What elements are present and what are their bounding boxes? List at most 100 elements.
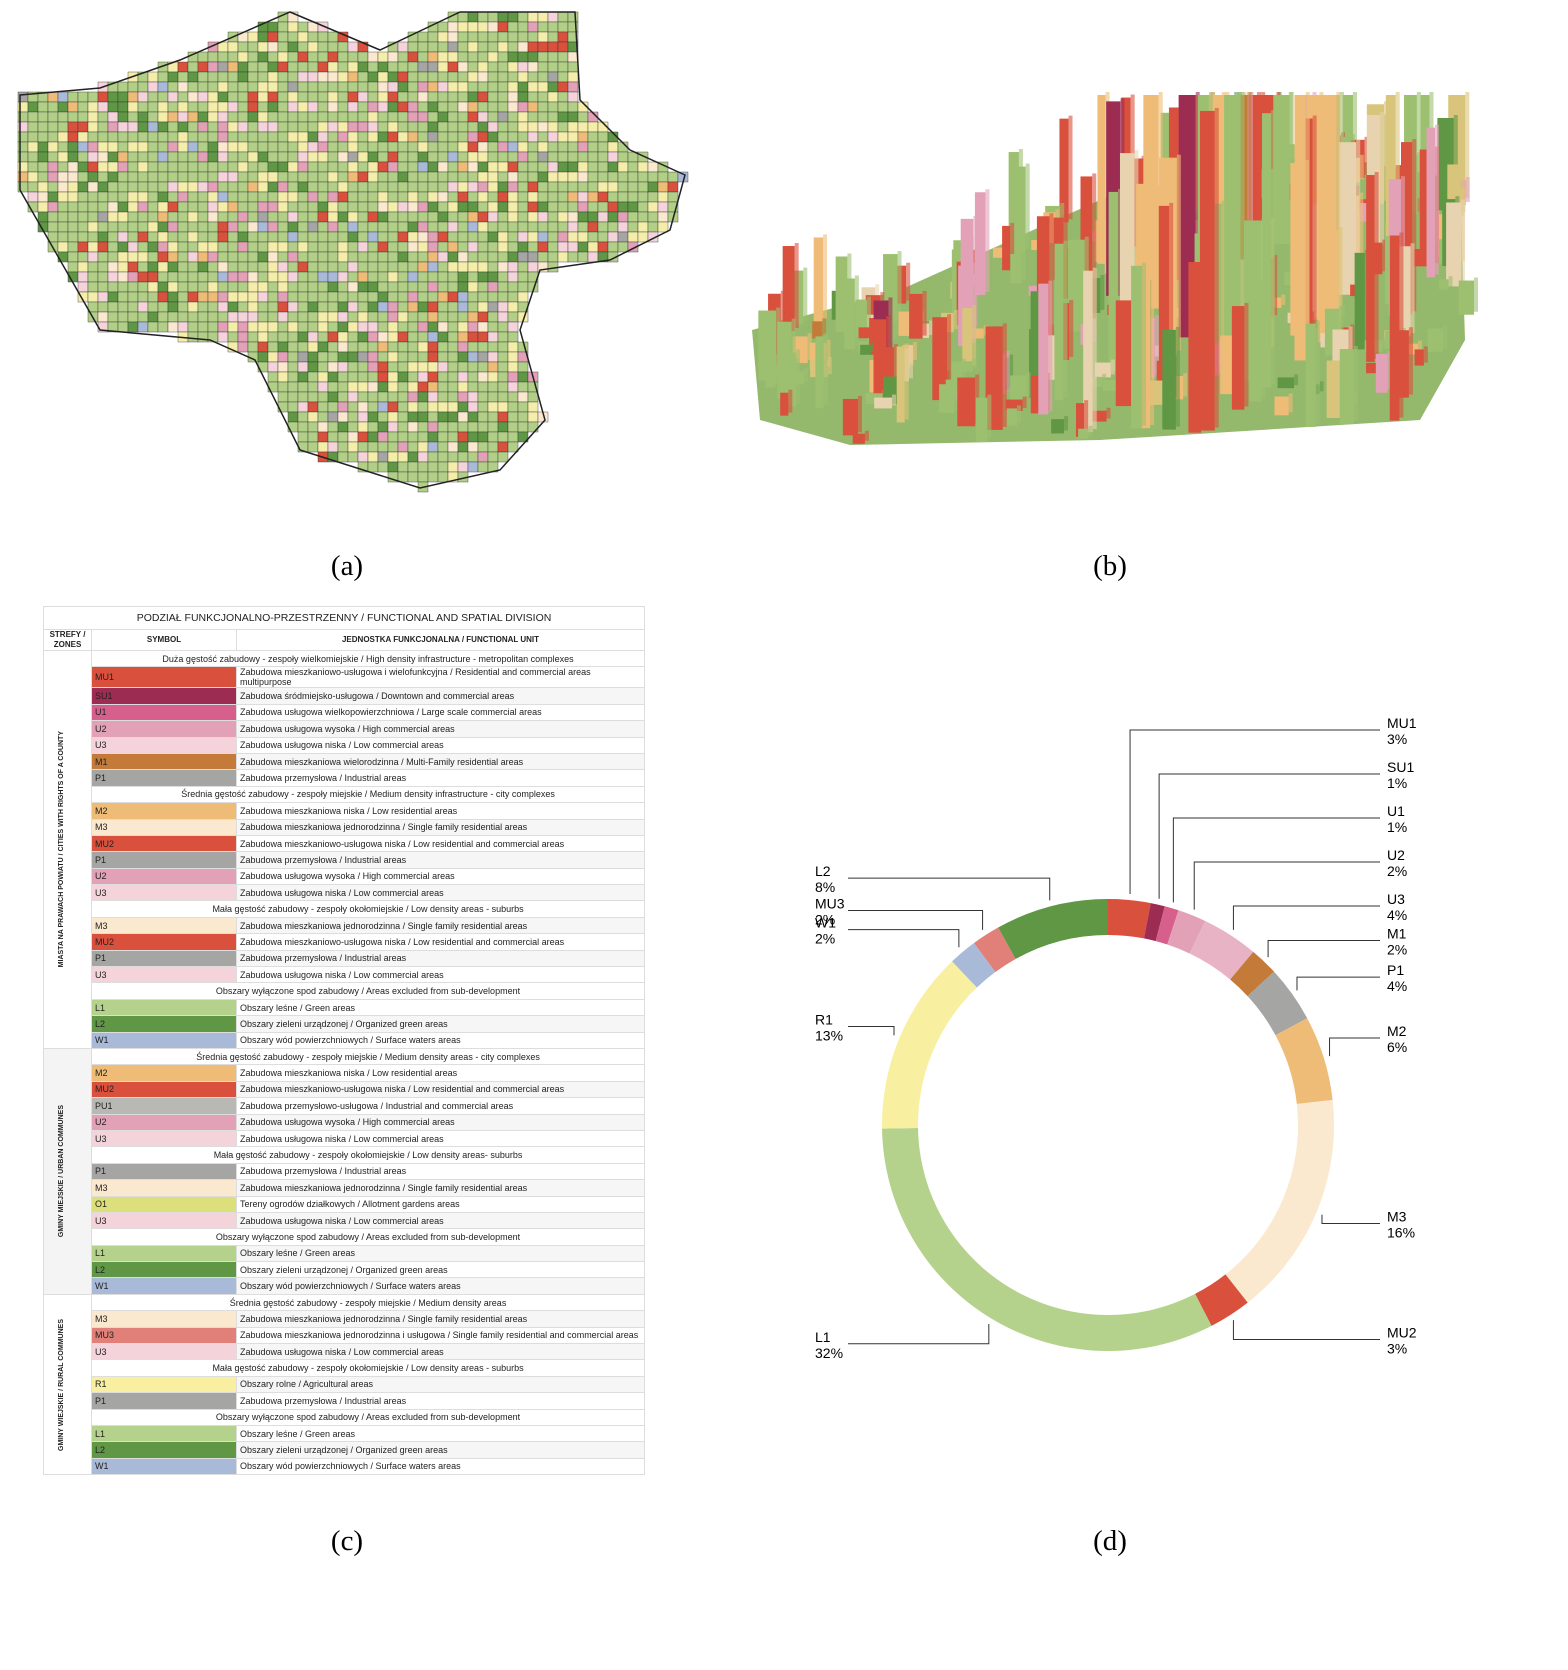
map-cell — [427, 191, 439, 203]
map-cell — [337, 241, 349, 253]
map-cell — [357, 371, 369, 383]
map-cell — [117, 191, 129, 203]
map-cell — [197, 301, 209, 313]
map-cell — [477, 181, 489, 193]
map-cell — [487, 51, 499, 63]
section-row: Średnia gęstość zabudowy - zespoły miejs… — [44, 785, 646, 804]
map-cell — [377, 91, 389, 103]
map-cell — [457, 41, 469, 53]
map-cell — [447, 461, 459, 473]
map-cell — [337, 391, 349, 403]
map-cell — [407, 271, 419, 283]
block — [1387, 350, 1392, 390]
map-cell — [427, 291, 439, 303]
map-cell — [427, 91, 439, 103]
map-cell — [137, 251, 149, 263]
donut-slice — [952, 943, 996, 988]
map-cell — [427, 461, 439, 473]
map-cell — [487, 251, 499, 263]
map-cell — [187, 201, 199, 213]
block — [897, 251, 902, 319]
map-cell — [337, 431, 349, 443]
map-cell — [207, 261, 219, 273]
map-cell — [487, 301, 499, 313]
map-cell — [207, 231, 219, 243]
map-cell — [647, 201, 659, 213]
block — [1294, 374, 1299, 386]
map-cell — [457, 421, 469, 433]
map-cell — [467, 421, 479, 433]
map-cell — [167, 311, 179, 323]
unit-row: MU2 Zabudowa mieszkaniowo-usługowa niska … — [44, 1080, 646, 1099]
map-cell — [587, 211, 599, 223]
map-cell — [337, 291, 349, 303]
map-cell — [487, 11, 499, 23]
map-cell — [427, 351, 439, 363]
map-cell — [297, 421, 309, 433]
map-cell — [347, 261, 359, 273]
leader-line — [1296, 976, 1380, 991]
unit-text: Obszary wód powierzchniowych / Surface w… — [235, 1277, 646, 1295]
unit-row: W1 Obszary wód powierzchniowych / Surface… — [44, 1031, 646, 1049]
unit-text: Zabudowa usługowa niska / Low commercial… — [235, 1129, 646, 1148]
map-cell — [547, 251, 559, 263]
map-cell — [537, 121, 549, 133]
map-cell — [517, 171, 529, 183]
map-cell — [367, 111, 379, 123]
map-cell — [227, 101, 239, 113]
map-cell — [527, 31, 539, 43]
map-cell — [327, 41, 339, 53]
donut-slice — [882, 961, 977, 1129]
block — [1068, 115, 1073, 220]
map-cell — [397, 81, 409, 93]
map-cell — [217, 311, 229, 323]
map-cell — [217, 231, 229, 243]
map-cell — [117, 291, 129, 303]
map-cell — [637, 221, 649, 233]
block — [1106, 407, 1111, 419]
map-cell — [487, 81, 499, 93]
map-cell — [507, 391, 519, 403]
map-cell — [237, 341, 249, 353]
map-cell — [307, 31, 319, 43]
slice-value: 13% — [815, 1027, 843, 1043]
map-cell — [577, 221, 589, 233]
map-cell — [367, 461, 379, 473]
map-cell — [437, 31, 449, 43]
map-cell — [127, 201, 139, 213]
map-cell — [337, 311, 349, 323]
map-cell — [447, 71, 459, 83]
map-cell — [547, 31, 559, 43]
block — [857, 395, 862, 433]
block — [812, 321, 823, 339]
unit-row: U2 Zabudowa usługowa wysoka / High commer… — [44, 720, 646, 738]
map-cell — [407, 341, 419, 353]
map-cell — [217, 201, 229, 213]
map-cell — [617, 221, 629, 233]
map-cell — [207, 291, 219, 303]
symbol-cell: M3 — [91, 818, 237, 836]
map-cell — [497, 261, 509, 273]
map-cell — [447, 121, 459, 133]
map-cell — [427, 301, 439, 313]
map-cell — [127, 91, 139, 103]
map-cell — [457, 411, 469, 423]
map-cell — [427, 231, 439, 243]
map-cell — [287, 281, 299, 293]
map-cell — [307, 61, 319, 73]
map-cell — [447, 351, 459, 363]
map-cell — [217, 271, 229, 283]
block — [928, 320, 933, 335]
map-cell — [337, 51, 349, 63]
map-cell — [287, 91, 299, 103]
map-cell — [237, 81, 249, 93]
map-cell — [287, 231, 299, 243]
map-cell — [467, 201, 479, 213]
block — [953, 309, 958, 330]
map-cell — [487, 201, 499, 213]
map-cell — [197, 161, 209, 173]
block — [823, 333, 828, 406]
map-cell — [517, 111, 529, 123]
block — [1224, 95, 1241, 369]
map-cell — [307, 151, 319, 163]
